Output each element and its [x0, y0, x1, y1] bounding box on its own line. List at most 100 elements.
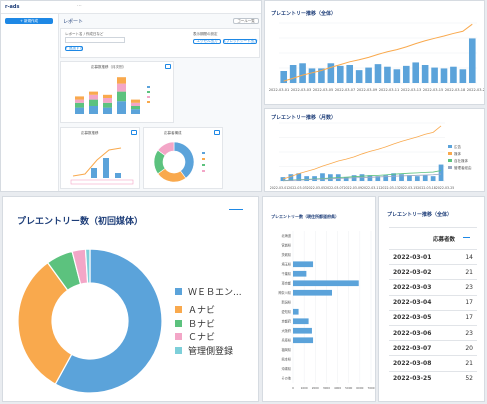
legend-label: 自社媒体 [454, 158, 468, 163]
logo[interactable]: r-ads [5, 4, 20, 10]
table-row: 2022-03-06 23 [389, 324, 477, 341]
y-tick-label: 茨城県 [281, 252, 291, 257]
donut-slice [84, 248, 91, 284]
legend-label: Ｂナビ [188, 319, 215, 330]
sheet-export-button[interactable]: スプレッドシート出力 [222, 39, 258, 44]
bar [374, 64, 382, 83]
mini-bar-segment [75, 102, 84, 108]
x-tick-label: 2022-03-13 [380, 186, 399, 190]
mini-bar-segment [89, 106, 98, 114]
table-row: 2022-03-04 17 [389, 294, 477, 311]
mini-line-widget: 応募数推移 [60, 127, 140, 189]
bar [318, 68, 325, 83]
applicants-col-header[interactable]: 応募者数 [433, 237, 456, 243]
y-tick-label: 千葉県 [281, 271, 291, 276]
count-cell: 21 [452, 355, 477, 371]
bar [459, 69, 467, 83]
mini-line-expand-icon[interactable] [131, 130, 137, 135]
x-tick-label: 5000 [345, 386, 352, 390]
legend-label: Ｃナビ [188, 332, 215, 343]
date-cell: 2022-03-02 [389, 264, 453, 280]
mini-bar-segment [131, 109, 140, 114]
overall-trend-chart: 2022-03-01 2022-03-03 2022-03-05 2022-03-07… [269, 22, 484, 92]
bar [414, 176, 420, 181]
donut-slice [54, 248, 163, 394]
count-cell: 23 [452, 324, 477, 341]
x-tick-label: 2022-03-11 [379, 88, 399, 92]
date-cell: 2022-03-06 [389, 324, 453, 341]
bar [289, 65, 297, 83]
bar [438, 164, 444, 181]
mini-donut-widget: 応募者構成 [143, 127, 223, 189]
bar [327, 63, 335, 83]
count-cell: 52 [452, 370, 477, 387]
mini-bar-segment [131, 102, 140, 106]
mini-bar-segment [75, 96, 84, 100]
table-row: 2022-03-05 17 [389, 309, 477, 326]
bar [412, 62, 420, 83]
bar [304, 176, 310, 181]
y-tick-label: 東京都 [281, 280, 291, 285]
sort-icon[interactable] [463, 237, 470, 238]
tab-goal-list[interactable]: ゴール一覧 [233, 18, 259, 24]
mini-donut-title: 応募者構成 [164, 131, 182, 135]
mini-bar-segment [75, 99, 84, 103]
mini-legend-swatch [202, 152, 205, 154]
date-cell: 2022-03-03 [389, 279, 453, 296]
bar [320, 173, 325, 181]
mini-bar-expand-icon[interactable] [165, 64, 171, 69]
legend-swatch [175, 320, 182, 327]
menu-icon[interactable]: ⋯ [77, 3, 82, 9]
bar [293, 327, 312, 334]
app-header: r-ads ⋯ [1, 1, 261, 14]
y-tick-label: 兵庫県 [281, 337, 291, 342]
bar [375, 176, 381, 181]
mini-bar-segment [89, 91, 98, 95]
settings-card: レポート名 / 作成日など + 追加する 表示期間の設定 エクセル出力 スプレッ… [60, 28, 260, 58]
media-trend-title: プレエントリー推移（月数） [271, 115, 337, 121]
x-tick-label: 2022-03-25 [436, 186, 455, 190]
x-tick-label: 2022-03-07 [325, 186, 344, 190]
filter-label: 表示期間の設定 [193, 32, 218, 36]
bar [293, 261, 314, 268]
mini-line-chart [70, 147, 134, 185]
mini-bar-segment [103, 107, 112, 114]
bar [296, 173, 302, 181]
date-cell: 2022-03-01 [389, 248, 453, 265]
bar [293, 280, 359, 287]
mini-donut-expand-icon[interactable] [214, 130, 220, 135]
x-tick-label: 2022-03-18 [445, 88, 465, 92]
y-tick-label: その他 [281, 375, 291, 380]
x-tick-label: 2022-03-09 [357, 88, 377, 92]
bar [391, 173, 396, 181]
mini-bar-segment [89, 94, 98, 100]
add-button[interactable]: + 追加する [64, 46, 84, 51]
x-tick-label: 2022-03-03 [288, 186, 307, 190]
legend-swatch [448, 152, 452, 155]
applicants-table: 2022-03-01 14 2022-03-02 21 2022-03-03 23 2022… [389, 248, 477, 387]
x-tick-label: 4000 [334, 386, 341, 390]
date-cell: 2022-03-08 [389, 355, 453, 371]
legend-swatch [175, 347, 182, 354]
bar [430, 176, 436, 181]
excel-export-button[interactable]: エクセル出力 [193, 39, 221, 44]
bar [280, 71, 288, 83]
x-tick-label: 0 [292, 386, 294, 390]
legend-swatch [448, 145, 452, 148]
count-cell: 21 [452, 264, 477, 280]
initial-media-panel: プレエントリー数（初回媒体） ＷＥＢエン... Ａナビ Ｂナビ Ｃナビ 管理側登録 [2, 196, 259, 402]
new-create-button[interactable]: + 新規作成 [5, 18, 53, 24]
x-tick-label: 2022-03-15 [399, 186, 418, 190]
x-tick-label: 2022-03-07 [335, 88, 355, 92]
mini-bar-chart [75, 77, 150, 114]
mini-legend-swatch [202, 164, 205, 166]
x-tick-label: 2000 [312, 386, 319, 390]
mini-bar-segment [117, 91, 126, 102]
legend-swatch [175, 306, 182, 313]
mini-bar-segment [103, 94, 112, 98]
report-name-input[interactable] [65, 37, 125, 43]
bar [343, 177, 349, 181]
x-tick-label: 2022-03-11 [362, 186, 381, 190]
mini-bar-title: 応募数推移（月次別） [91, 65, 126, 69]
legend-label: 管理者経由 [454, 165, 472, 170]
